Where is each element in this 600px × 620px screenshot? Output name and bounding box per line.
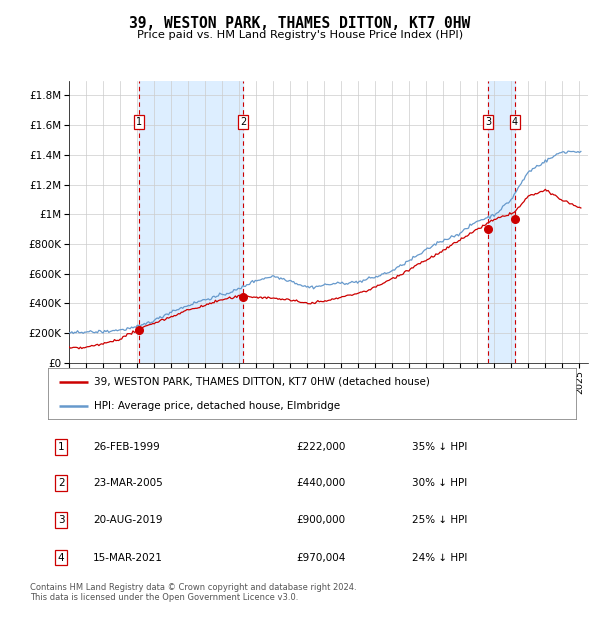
Text: 3: 3	[58, 515, 65, 525]
Text: 35% ↓ HPI: 35% ↓ HPI	[412, 442, 467, 452]
Text: 23-MAR-2005: 23-MAR-2005	[93, 478, 163, 489]
Text: £222,000: £222,000	[296, 442, 346, 452]
Text: 39, WESTON PARK, THAMES DITTON, KT7 0HW: 39, WESTON PARK, THAMES DITTON, KT7 0HW	[130, 16, 470, 30]
Text: 2: 2	[58, 478, 65, 489]
Text: Contains HM Land Registry data © Crown copyright and database right 2024.
This d: Contains HM Land Registry data © Crown c…	[30, 583, 356, 602]
Text: 15-MAR-2021: 15-MAR-2021	[93, 552, 163, 562]
Text: £900,000: £900,000	[296, 515, 345, 525]
Text: 26-FEB-1999: 26-FEB-1999	[93, 442, 160, 452]
Bar	[488, 81, 515, 363]
Text: 39, WESTON PARK, THAMES DITTON, KT7 0HW (detached house): 39, WESTON PARK, THAMES DITTON, KT7 0HW …	[94, 377, 430, 387]
Text: 30% ↓ HPI: 30% ↓ HPI	[412, 478, 467, 489]
Text: £440,000: £440,000	[296, 478, 346, 489]
Bar	[139, 81, 243, 363]
Text: 1: 1	[136, 117, 142, 127]
Text: 4: 4	[58, 552, 65, 562]
Text: 4: 4	[512, 117, 518, 127]
Text: 1: 1	[58, 442, 65, 452]
Text: 20-AUG-2019: 20-AUG-2019	[93, 515, 163, 525]
Text: 25% ↓ HPI: 25% ↓ HPI	[412, 515, 467, 525]
Text: 2: 2	[240, 117, 246, 127]
Text: 24% ↓ HPI: 24% ↓ HPI	[412, 552, 467, 562]
Text: £970,004: £970,004	[296, 552, 346, 562]
Text: Price paid vs. HM Land Registry's House Price Index (HPI): Price paid vs. HM Land Registry's House …	[137, 30, 463, 40]
Text: 3: 3	[485, 117, 491, 127]
Text: HPI: Average price, detached house, Elmbridge: HPI: Average price, detached house, Elmb…	[94, 401, 341, 411]
